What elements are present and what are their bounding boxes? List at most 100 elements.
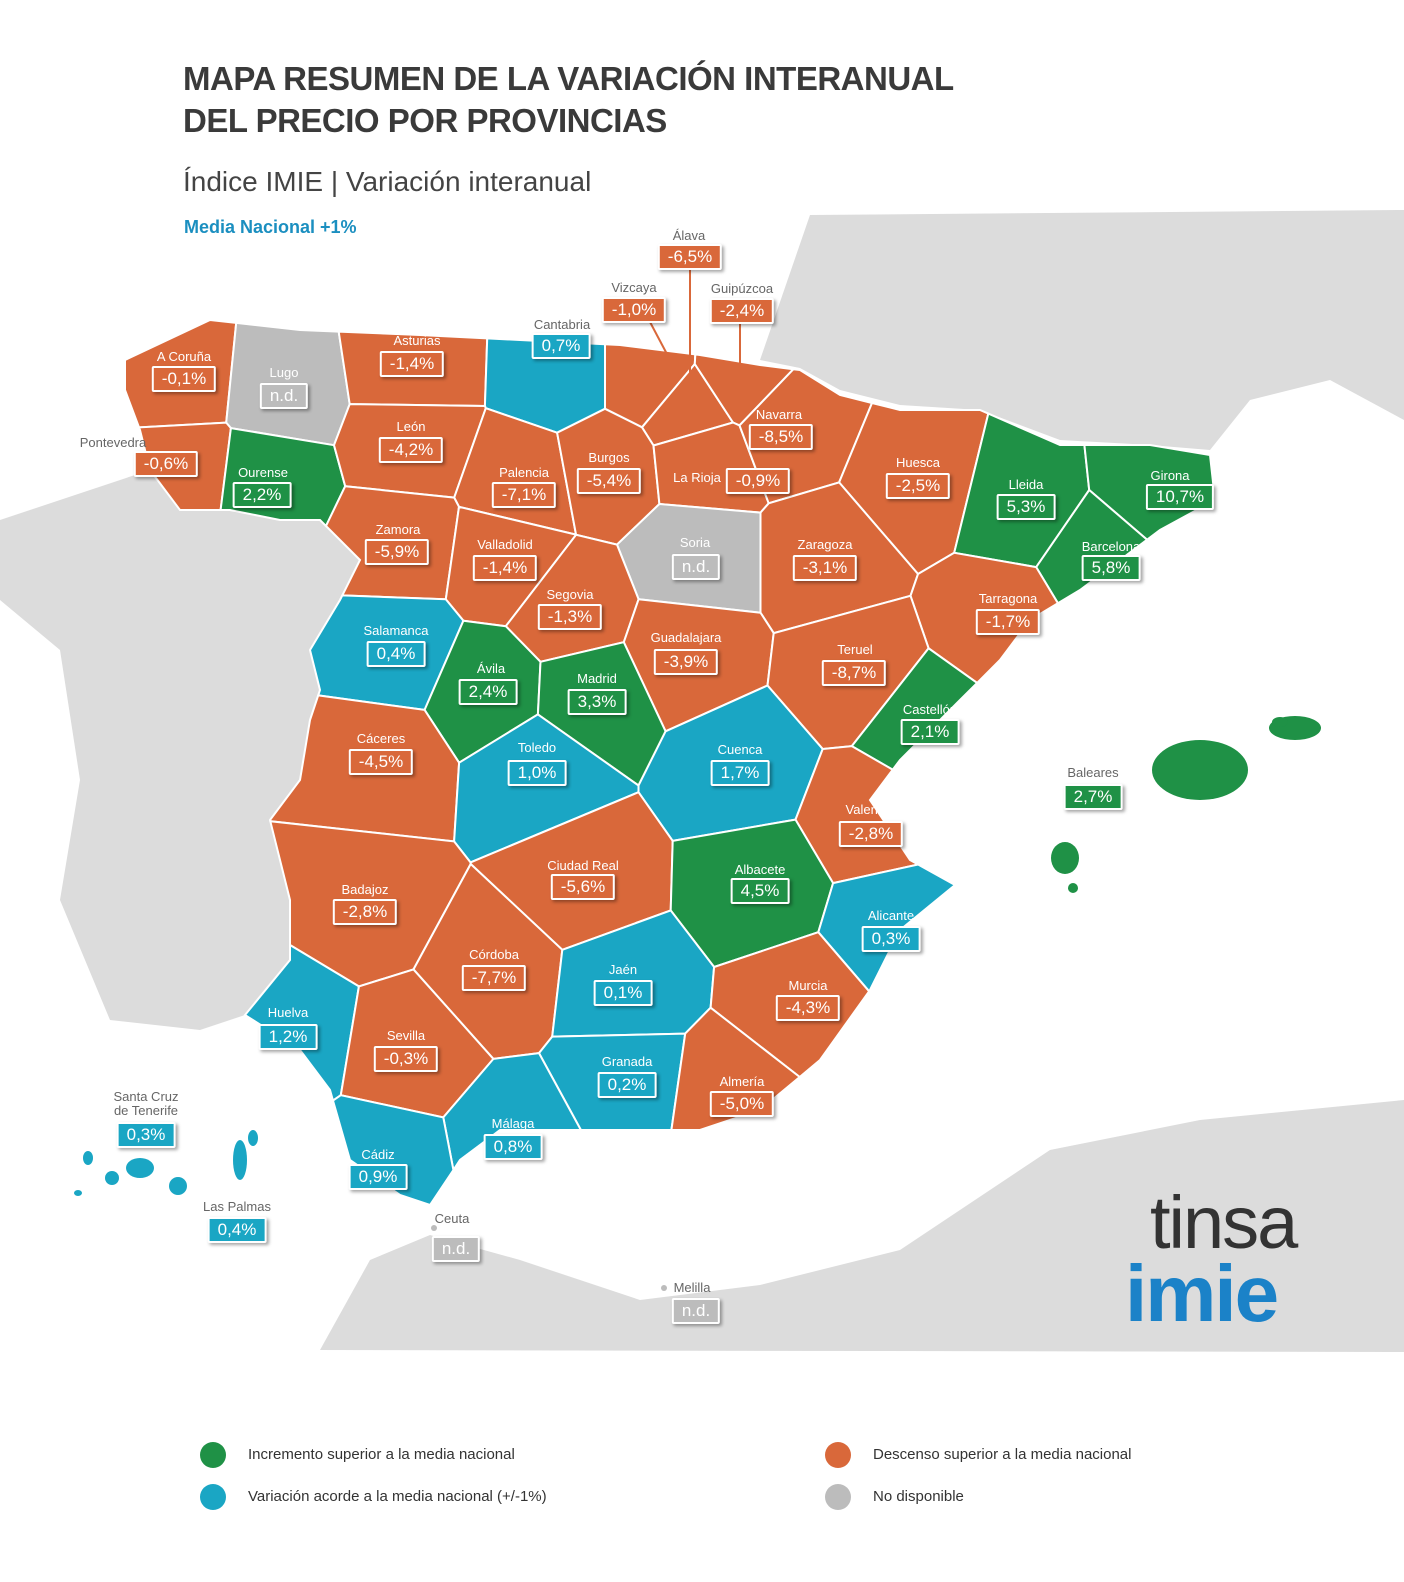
- legend-label: Incremento superior a la media nacional: [248, 1446, 515, 1463]
- province-name: Huesca: [895, 455, 941, 470]
- province-value: -2,4%: [709, 298, 775, 324]
- province-name: Ávila: [476, 661, 506, 676]
- province-name: Burgos: [588, 450, 630, 465]
- province-value: -0,6%: [133, 451, 199, 477]
- province-name: Santa Cruz de Tenerife: [113, 1089, 179, 1118]
- legend-swatch: [200, 1442, 226, 1468]
- province-value: -5,0%: [709, 1091, 775, 1117]
- province-shape: [1152, 740, 1248, 800]
- province-name: Badajoz: [341, 882, 389, 897]
- logo: tinsa: [1150, 1181, 1298, 1264]
- province-shape: [431, 1225, 437, 1231]
- province-value: -8,7%: [821, 660, 887, 686]
- province-value: n.d.: [431, 1236, 481, 1262]
- province-value: -1,4%: [379, 351, 445, 377]
- province-name: Álava: [672, 228, 706, 243]
- province-value: 0,8%: [483, 1134, 543, 1160]
- province-value: 0,2%: [597, 1072, 657, 1098]
- province-value: -3,1%: [792, 555, 858, 581]
- province-value: -8,5%: [748, 424, 814, 450]
- title: MAPA RESUMEN DE LA VARIACIÓN INTERANUAL: [183, 60, 954, 97]
- province-name: Navarra: [755, 407, 803, 422]
- province-value: -4,3%: [775, 995, 841, 1021]
- province-name: Las Palmas: [203, 1199, 271, 1214]
- province-shape: [1068, 883, 1078, 893]
- legend-label: Variación acorde a la media nacional (+/…: [248, 1488, 547, 1505]
- sardinia: [1330, 240, 1392, 380]
- province-name: Cuenca: [717, 742, 763, 757]
- province-name: Melilla: [673, 1280, 711, 1295]
- province-name: Lugo: [269, 365, 299, 380]
- province-shape: [126, 1158, 154, 1178]
- province-name: Barcelona: [1081, 539, 1141, 554]
- province-shape: [331, 1094, 455, 1207]
- province-value: -5,9%: [364, 539, 430, 565]
- province-value: -2,8%: [838, 821, 904, 847]
- province-name: Baleares: [1067, 765, 1119, 780]
- province-value: -3,9%: [653, 649, 719, 675]
- province-value: n.d.: [671, 1298, 721, 1324]
- province-shape: [233, 1140, 247, 1180]
- province-value: -5,4%: [576, 468, 642, 494]
- province-shape: [83, 1151, 93, 1165]
- province-value: 0,3%: [861, 926, 921, 952]
- province-value: 0,4%: [207, 1217, 267, 1243]
- province-name: A Coruña: [156, 349, 212, 364]
- province-name: Ceuta: [434, 1211, 470, 1226]
- province-name: León: [396, 419, 426, 434]
- province-name: Cádiz: [361, 1147, 395, 1162]
- province-value: 1,0%: [507, 760, 567, 786]
- province-value: -0,3%: [373, 1046, 439, 1072]
- logo: imie: [1125, 1249, 1279, 1338]
- province-name: Málaga: [491, 1116, 535, 1131]
- province-name: Asturias: [393, 333, 441, 348]
- province-value: 0,4%: [366, 641, 426, 667]
- province-name: Toledo: [517, 740, 557, 755]
- province-value: -0,1%: [151, 366, 217, 392]
- province-name: Girona: [1150, 468, 1190, 483]
- province-name: Sevilla: [386, 1028, 426, 1043]
- legend-swatch: [825, 1442, 851, 1468]
- legend-label: No disponible: [873, 1488, 964, 1505]
- province-value: -7,7%: [461, 965, 527, 991]
- province-value: -4,5%: [348, 749, 414, 775]
- france: [760, 210, 1404, 450]
- leader-lines: [649, 270, 741, 405]
- province-value: -6,5%: [657, 244, 723, 270]
- province-name: Zaragoza: [797, 537, 853, 552]
- province-value: 2,7%: [1063, 784, 1123, 810]
- province-value: 0,7%: [531, 333, 591, 359]
- province-value: 4,5%: [730, 878, 790, 904]
- province-name: Salamanca: [363, 623, 429, 638]
- legend-swatch: [200, 1484, 226, 1510]
- province-name: Granada: [601, 1054, 653, 1069]
- legend-swatch: [825, 1484, 851, 1510]
- province-value: n.d.: [259, 383, 309, 409]
- province-value: -5,6%: [550, 874, 616, 900]
- province-name: Madrid: [577, 671, 617, 686]
- province-value: n.d.: [671, 554, 721, 580]
- background-land: [0, 210, 1404, 1352]
- province-value: 0,3%: [116, 1122, 176, 1148]
- province-name: Vizcaya: [611, 280, 657, 295]
- province-name: Soria: [679, 535, 711, 550]
- province-name: Tarragona: [978, 591, 1038, 606]
- province-value: -2,5%: [885, 473, 951, 499]
- province-value: -1,3%: [537, 604, 603, 630]
- subtitle: Índice IMIE | Variación interanual: [183, 166, 592, 197]
- province-value: 1,2%: [258, 1024, 318, 1050]
- province-value: 3,3%: [567, 689, 627, 715]
- province-name: Valencia: [845, 802, 895, 817]
- province-value: 0,9%: [348, 1164, 408, 1190]
- province-shape: [248, 1130, 258, 1146]
- province-value: 1,7%: [710, 760, 770, 786]
- province-value: 2,4%: [458, 679, 518, 705]
- province-name: Palencia: [499, 465, 549, 480]
- province-name: Jaén: [608, 962, 638, 977]
- province-name: Castellón: [902, 702, 958, 717]
- province-name: Alicante: [867, 908, 915, 923]
- province-value: 10,7%: [1145, 484, 1215, 510]
- province-shape: [105, 1171, 119, 1185]
